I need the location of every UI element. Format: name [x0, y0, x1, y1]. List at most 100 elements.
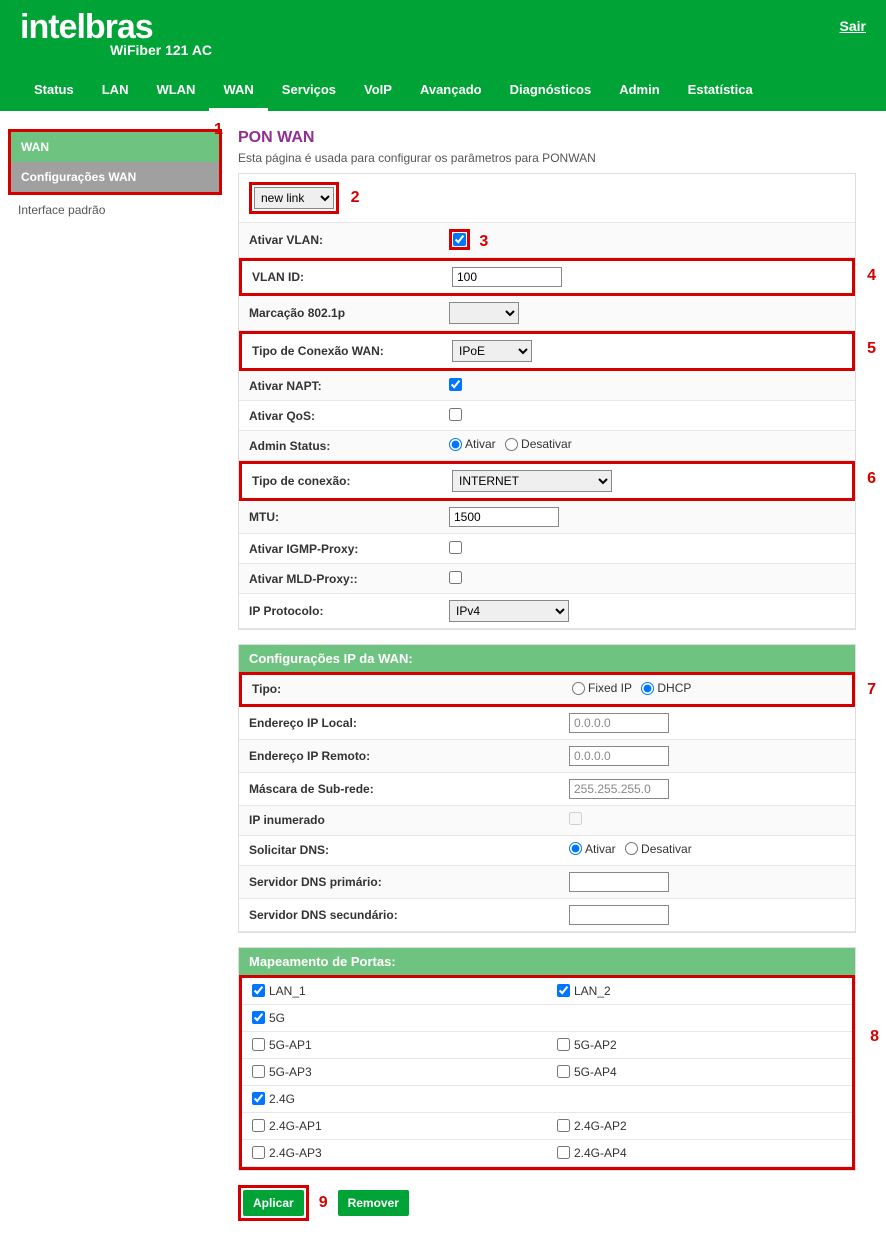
portmap-checkbox[interactable]	[557, 1146, 570, 1159]
sidebar-item-config-wan[interactable]: Configurações WAN	[11, 162, 219, 192]
nav-lan[interactable]: LAN	[88, 72, 143, 111]
nav-servicos[interactable]: Serviços	[268, 72, 350, 111]
portmap-cell	[547, 1005, 852, 1032]
checkbox-qos[interactable]	[449, 408, 462, 421]
annotation-5: 5	[867, 340, 876, 358]
portmap-cell: 5G-AP4	[547, 1059, 852, 1086]
label-tipo-conexao: Tipo de conexão:	[252, 474, 452, 488]
input-dns1[interactable]	[569, 872, 669, 892]
sidebar-item-wan[interactable]: WAN	[11, 132, 219, 162]
input-ip-local[interactable]	[569, 713, 669, 733]
portmap-label: 2.4G-AP1	[269, 1119, 322, 1133]
portmap-checkbox[interactable]	[557, 1065, 570, 1078]
nav-wan[interactable]: WAN	[209, 72, 267, 111]
label-igmp: Ativar IGMP-Proxy:	[249, 542, 449, 556]
select-ipproto[interactable]: IPv4	[449, 600, 569, 622]
select-tipo-wan[interactable]: IPoE	[452, 340, 532, 362]
portmap-checkbox[interactable]	[252, 1146, 265, 1159]
portmap-label: 2.4G	[269, 1092, 295, 1106]
portmap-cell: 5G-AP2	[547, 1032, 852, 1059]
portmap-checkbox[interactable]	[252, 1092, 265, 1105]
input-vlan-id[interactable]	[452, 267, 562, 287]
label-ipproto: IP Protocolo:	[249, 604, 449, 618]
portmap-checkbox[interactable]	[557, 984, 570, 997]
annotation-2: 2	[351, 189, 360, 206]
portmap-cell: 2.4G-AP2	[547, 1113, 852, 1140]
input-dns2[interactable]	[569, 905, 669, 925]
input-ip-remoto[interactable]	[569, 746, 669, 766]
portmap-checkbox[interactable]	[252, 1038, 265, 1051]
radio-dhcp[interactable]	[641, 682, 654, 695]
portmap-cell: 5G-AP1	[242, 1032, 547, 1059]
radio-dns-desativar[interactable]	[625, 842, 638, 855]
annotation-4: 4	[867, 267, 876, 285]
remove-button[interactable]: Remover	[338, 1190, 409, 1216]
radio-label-desativar: Desativar	[521, 437, 572, 451]
portmap-label: 5G-AP1	[269, 1038, 312, 1052]
label-vlan-id: VLAN ID:	[252, 270, 452, 284]
portmap-checkbox[interactable]	[252, 1011, 265, 1024]
content: 1 PON WAN Esta página é usada para confi…	[230, 129, 886, 1251]
label-dns2: Servidor DNS secundário:	[249, 908, 569, 922]
label-ativar-vlan: Ativar VLAN:	[249, 233, 449, 247]
select-marcacao[interactable]	[449, 302, 519, 324]
portmap-label: LAN_1	[269, 984, 306, 998]
radio-fixed-ip[interactable]	[572, 682, 585, 695]
portmap-label: 2.4G-AP2	[574, 1119, 627, 1133]
checkbox-napt[interactable]	[449, 378, 462, 391]
label-tipo-ip: Tipo:	[252, 682, 572, 696]
label-admin-status: Admin Status:	[249, 439, 449, 453]
sidebar-item-interface-padrao[interactable]: Interface padrão	[8, 195, 222, 225]
portmap-cell: 2.4G-AP1	[242, 1113, 547, 1140]
annotation-7: 7	[867, 681, 876, 699]
label-tipo-wan: Tipo de Conexão WAN:	[252, 344, 452, 358]
sidebar: WAN Configurações WAN Interface padrão	[0, 129, 230, 225]
apply-button[interactable]: Aplicar	[243, 1190, 304, 1216]
portmap-cell	[547, 1086, 852, 1113]
portmap-cell: 5G-AP3	[242, 1059, 547, 1086]
radio-label-dns-desativar: Desativar	[641, 842, 692, 856]
checkbox-ativar-vlan[interactable]	[453, 233, 466, 246]
main-config-block: new link 2 Ativar VLAN: 3 VLAN ID:	[238, 173, 856, 630]
portmap-checkbox[interactable]	[557, 1038, 570, 1051]
label-ip-local: Endereço IP Local:	[249, 716, 569, 730]
nav-diagnosticos[interactable]: Diagnósticos	[496, 72, 606, 111]
label-napt: Ativar NAPT:	[249, 379, 449, 393]
nav-status[interactable]: Status	[20, 72, 88, 111]
link-select[interactable]: new link	[254, 187, 334, 209]
label-ip-remoto: Endereço IP Remoto:	[249, 749, 569, 763]
radio-label-dns-ativar: Ativar	[585, 842, 616, 856]
checkbox-igmp[interactable]	[449, 541, 462, 554]
label-dns1: Servidor DNS primário:	[249, 875, 569, 889]
label-marcacao: Marcação 802.1p	[249, 306, 449, 320]
nav-wlan[interactable]: WLAN	[142, 72, 209, 111]
nav-admin[interactable]: Admin	[605, 72, 673, 111]
nav-estatistica[interactable]: Estatística	[674, 72, 767, 111]
label-mtu: MTU:	[249, 510, 449, 524]
portmap-label: LAN_2	[574, 984, 611, 998]
radio-dns-ativar[interactable]	[569, 842, 582, 855]
checkbox-mld[interactable]	[449, 571, 462, 584]
annotation-1: 1	[214, 121, 223, 139]
portmap-checkbox[interactable]	[252, 1065, 265, 1078]
radio-label-ativar: Ativar	[465, 437, 496, 451]
portmap-cell: 2.4G	[242, 1086, 547, 1113]
portmap-cell: LAN_1	[242, 978, 547, 1005]
nav-avancado[interactable]: Avançado	[406, 72, 496, 111]
input-mask[interactable]	[569, 779, 669, 799]
logout-link[interactable]: Sair	[840, 18, 866, 34]
input-mtu[interactable]	[449, 507, 559, 527]
header: intelbras WiFiber 121 AC Sair Status LAN…	[0, 0, 886, 111]
portmap-grid: LAN_1LAN_25G5G-AP15G-AP25G-AP35G-AP42.4G…	[242, 978, 852, 1167]
select-tipo-conexao[interactable]: INTERNET	[452, 470, 612, 492]
nav-voip[interactable]: VoIP	[350, 72, 406, 111]
radio-admin-desativar[interactable]	[505, 438, 518, 451]
portmap-checkbox[interactable]	[252, 1119, 265, 1132]
radio-admin-ativar[interactable]	[449, 438, 462, 451]
portmap-header: Mapeamento de Portas:	[239, 948, 855, 975]
portmap-block: Mapeamento de Portas: LAN_1LAN_25G5G-AP1…	[238, 947, 856, 1171]
portmap-checkbox[interactable]	[252, 984, 265, 997]
portmap-checkbox[interactable]	[557, 1119, 570, 1132]
page-title: PON WAN	[238, 129, 856, 147]
portmap-cell: LAN_2	[547, 978, 852, 1005]
